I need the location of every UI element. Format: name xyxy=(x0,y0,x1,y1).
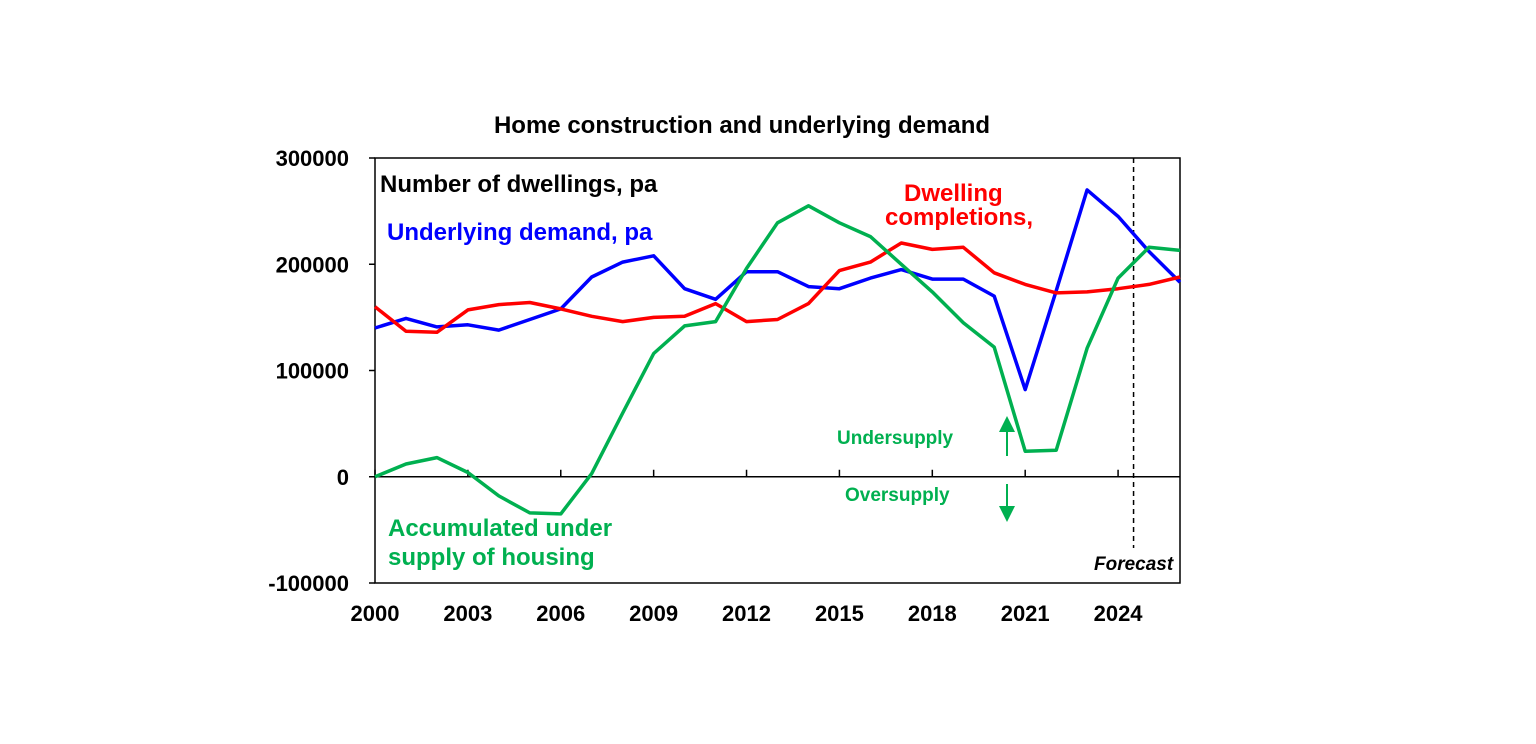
series-lines xyxy=(373,188,1182,516)
demand-series-label: Underlying demand, pa xyxy=(387,219,653,246)
y-tick-label: -100000 xyxy=(268,571,349,596)
completions-series-line xyxy=(373,241,1181,335)
y-tick-label: 0 xyxy=(337,465,349,490)
units-label: Number of dwellings, pa xyxy=(380,171,658,198)
x-tick-label: 2015 xyxy=(815,601,864,626)
y-tick-label: 200000 xyxy=(276,252,349,277)
accumulated-series-label-line1: Accumulated under xyxy=(388,515,612,542)
y-tick-label: 100000 xyxy=(276,359,349,384)
oversupply-label: Oversupply xyxy=(845,485,950,506)
x-tick-label: 2018 xyxy=(908,601,957,626)
y-axis-ticks: -100000 0 100000 200000 300000 xyxy=(268,146,375,596)
y-tick-label: 300000 xyxy=(276,146,349,171)
accumulated-series-label-line2: supply of housing xyxy=(388,544,595,571)
x-tick-label: 2012 xyxy=(722,601,771,626)
x-tick-label: 2000 xyxy=(351,601,400,626)
x-axis-ticks: 2000 2003 2006 2009 2012 2015 2018 2021 2024 xyxy=(351,469,1144,626)
x-tick-label: 2009 xyxy=(629,601,678,626)
x-tick-label: 2003 xyxy=(443,601,492,626)
completions-series-label-line2: completions, xyxy=(885,204,1033,231)
accumulated-series-line xyxy=(374,204,1181,516)
forecast-label: Forecast xyxy=(1094,554,1174,575)
undersupply-label: Undersupply xyxy=(837,428,954,449)
x-tick-label: 2006 xyxy=(536,601,585,626)
x-tick-label: 2021 xyxy=(1001,601,1050,626)
demand-series-line xyxy=(374,188,1182,392)
x-tick-label: 2024 xyxy=(1094,601,1144,626)
completions-series-label-line1: Dwelling xyxy=(904,180,1003,207)
chart-title: Home construction and underlying demand xyxy=(494,112,990,139)
